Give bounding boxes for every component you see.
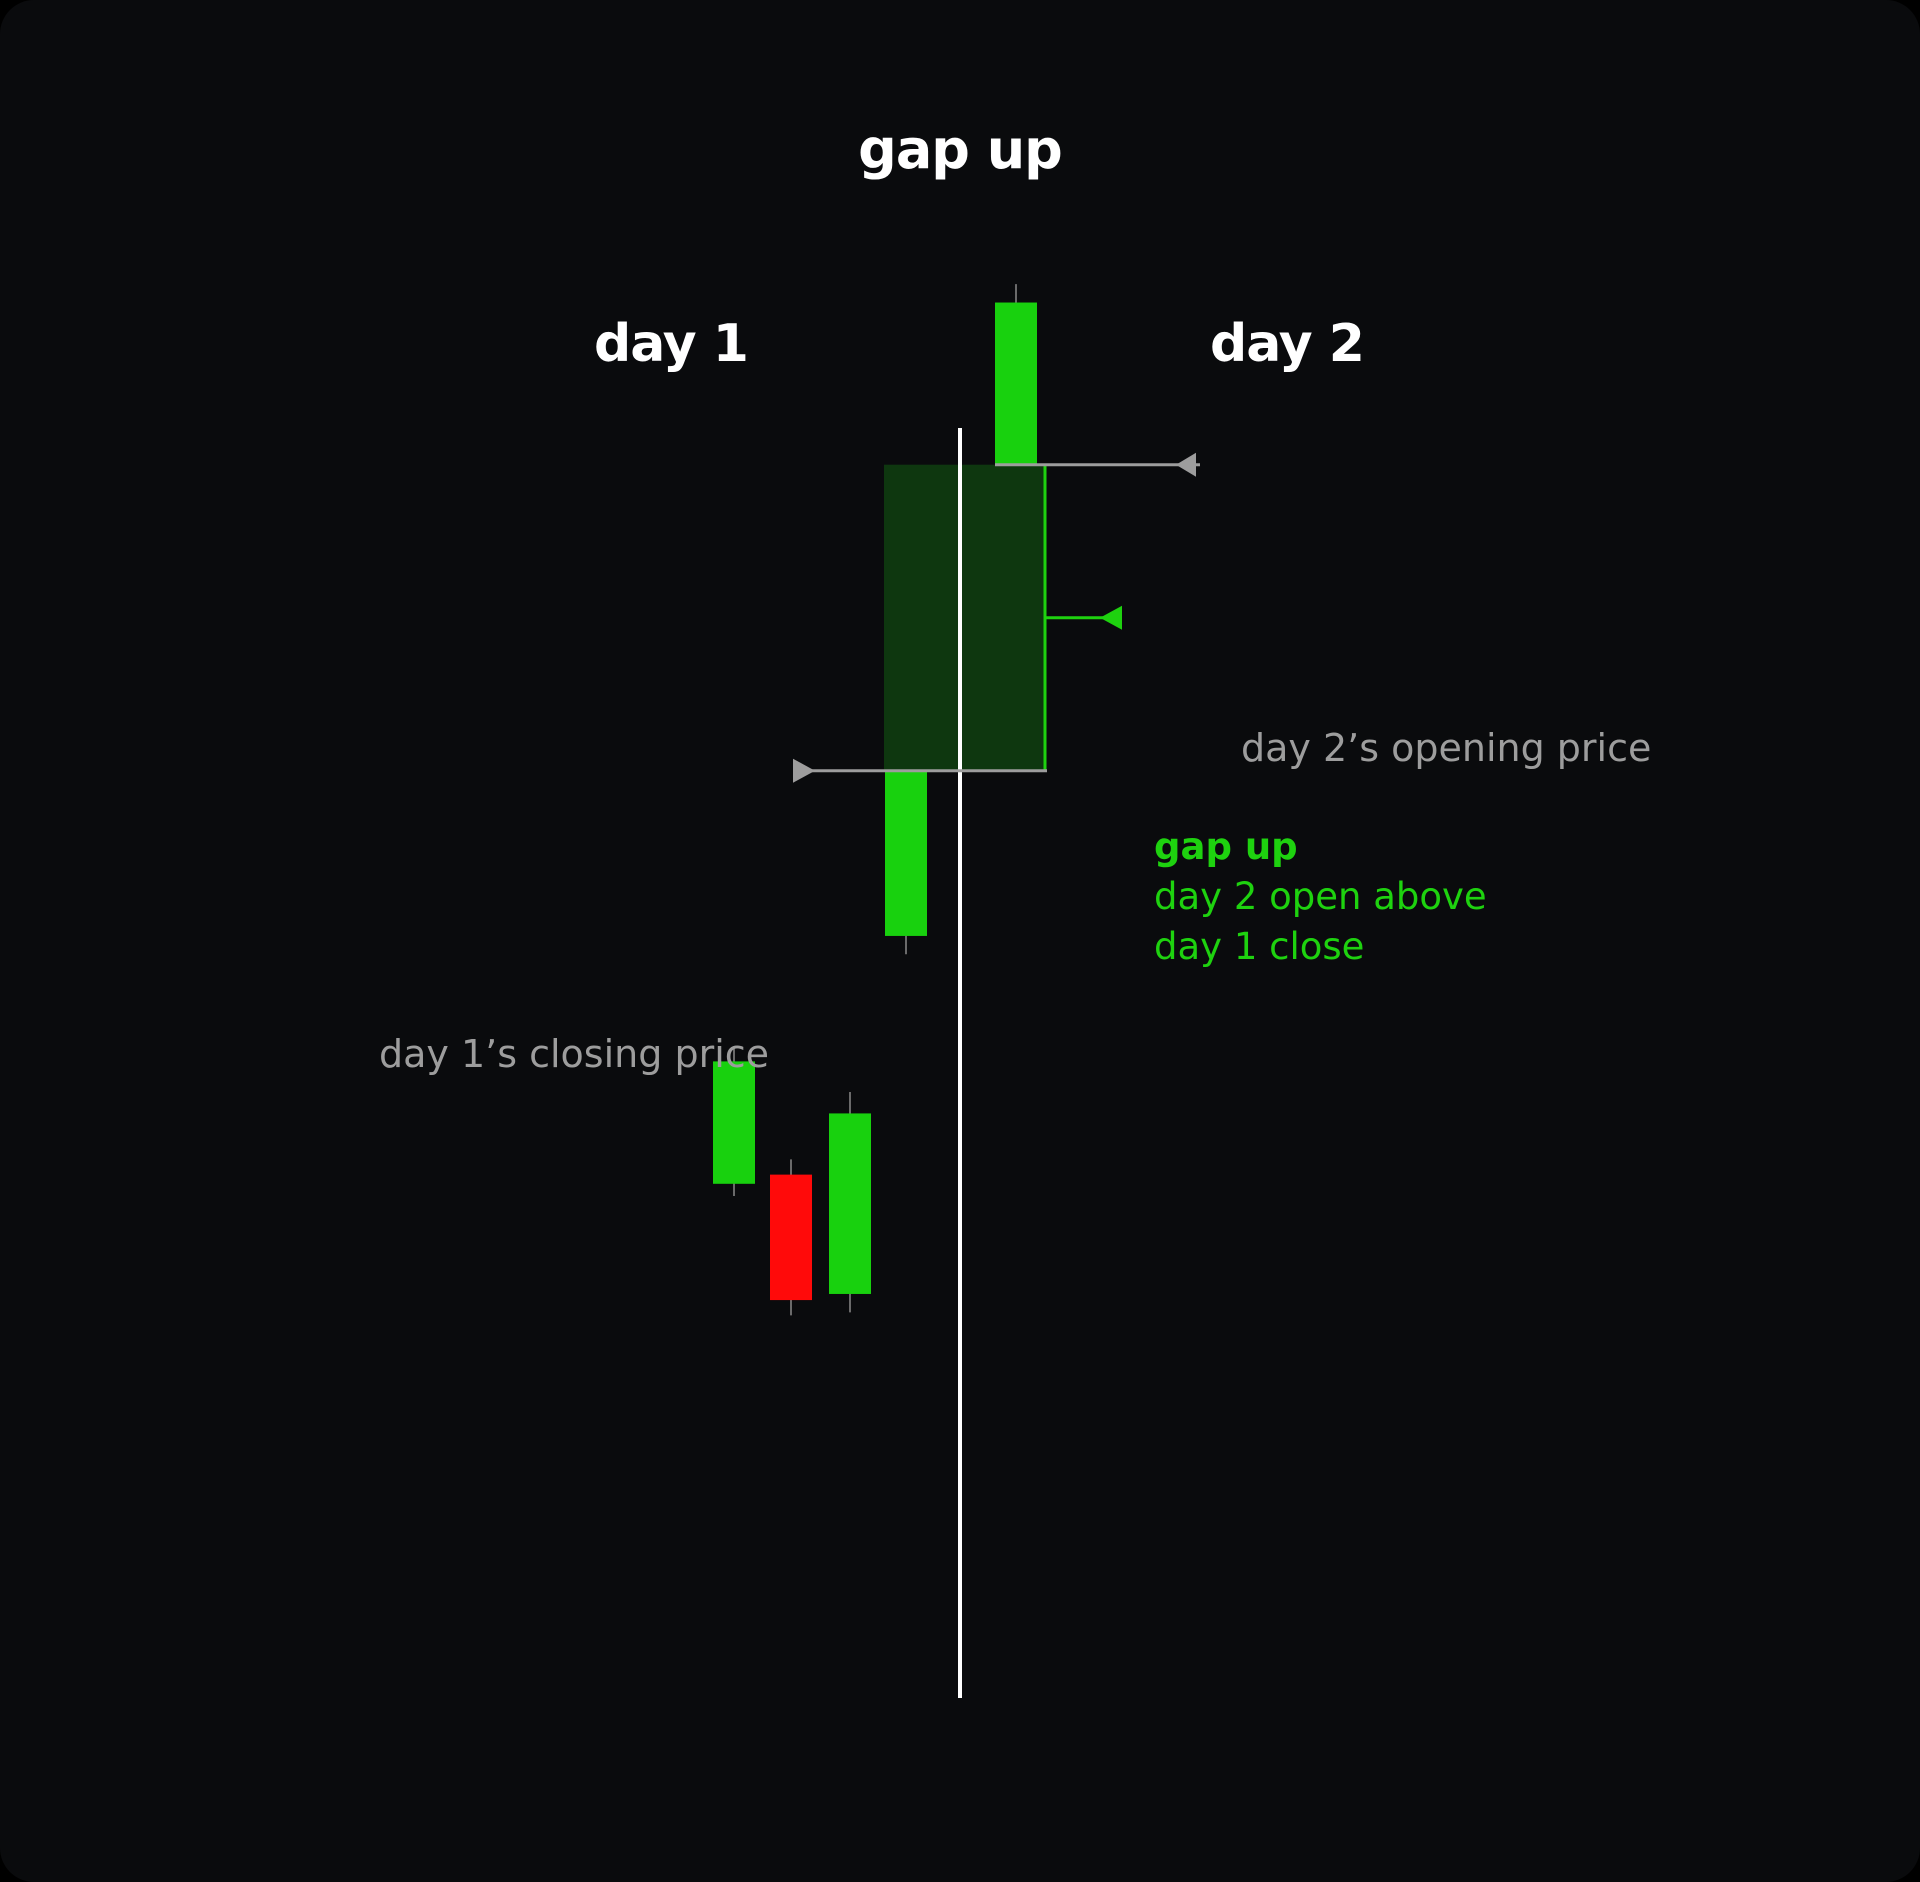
day2-candle-1-body (995, 302, 1037, 465)
day-2-label: day 2 (1210, 314, 1365, 374)
day-1-label: day 1 (594, 314, 749, 374)
gap-annotation-line-1: day 2 open above (1154, 875, 1487, 918)
gap-arrow-icon (1100, 605, 1122, 630)
day1-candle-4-body (885, 770, 927, 936)
open-price-arrow-icon (1176, 452, 1196, 477)
candles-group (713, 284, 1047, 1316)
gap-annotation-title: gap up (1154, 825, 1298, 868)
gap-annotation-line-2: day 1 close (1154, 925, 1365, 968)
opening-price-annotation: day 2’s opening price (1241, 726, 1652, 770)
closing-price-annotation: day 1’s closing price (379, 1032, 770, 1076)
day1-candle-2-body (770, 1174, 812, 1301)
gap-region (884, 464, 1045, 771)
close-price-arrow-icon (793, 758, 815, 783)
day1-candle-3-body (829, 1113, 871, 1294)
day1-candle-1-body (713, 1061, 755, 1184)
gap-annotation: gap up day 2 open above day 1 close (1154, 822, 1487, 972)
diagram-title: gap up (858, 118, 1063, 181)
